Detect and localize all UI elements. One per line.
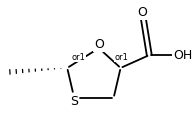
Text: or1: or1 <box>115 53 129 62</box>
Text: S: S <box>70 95 78 108</box>
Text: or1: or1 <box>71 53 85 62</box>
Text: O: O <box>137 6 147 19</box>
Text: O: O <box>94 38 104 51</box>
Text: OH: OH <box>173 49 192 62</box>
